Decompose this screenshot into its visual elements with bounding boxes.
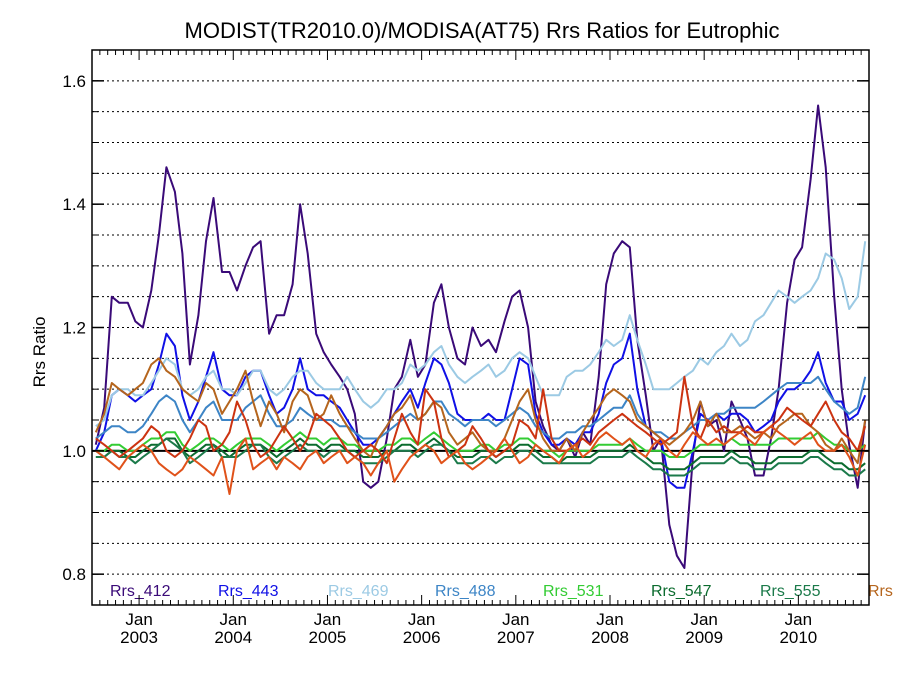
x-tick-label-month: Jan: [125, 610, 152, 629]
x-tick-label-year: 2003: [120, 628, 158, 647]
x-tick-label-year: 2010: [779, 628, 817, 647]
x-tick-label-month: Jan: [785, 610, 812, 629]
legend-item: Rrs_531: [543, 583, 604, 600]
series-line-rrs-748: [95, 425, 867, 495]
chart-title: MODIST(TR2010.0)/MODISA(AT75) Rrs Ratios…: [185, 18, 780, 43]
x-tick-label-year: 2005: [309, 628, 347, 647]
legend-item: Rrs_547: [651, 583, 712, 600]
x-tick-label-month: Jan: [596, 610, 623, 629]
series-line-rrs-555: [95, 437, 866, 477]
y-tick-label: 1.6: [62, 72, 86, 91]
y-tick-label: 1.4: [62, 195, 86, 214]
x-tick-label-year: 2006: [403, 628, 441, 647]
gridlines: [92, 49, 869, 575]
x-tick-label-year: 2007: [497, 628, 535, 647]
series-line-rrs-678: [95, 375, 867, 465]
x-tick-label-month: Jan: [690, 610, 717, 629]
x-tick-label-year: 2008: [591, 628, 629, 647]
plot-frame: [91, 49, 870, 606]
y-tick-label: 0.8: [62, 565, 86, 584]
legend-item: Rrs_412: [110, 583, 171, 600]
y-tick-label: 1.0: [62, 442, 86, 461]
legend-item: Rrs_488: [435, 583, 496, 600]
x-tick-label-month: Jan: [220, 610, 247, 629]
legend-item: Rrs_555: [760, 583, 821, 600]
y-axis-label: Rrs Ratio: [30, 317, 49, 388]
series-line-rrs-547: [95, 437, 866, 471]
x-tick-label-month: Jan: [408, 610, 435, 629]
axes: 0.81.01.21.41.6Jan2003Jan2004Jan2005Jan2…: [62, 49, 870, 647]
legend-item: Rrs_469: [328, 583, 389, 600]
series-line-rrs-469: [95, 241, 867, 428]
series-group: [94, 104, 867, 569]
x-tick-label-month: Jan: [314, 610, 341, 629]
legend-item: Rrs: [868, 583, 893, 600]
series-line-rrs-667: [94, 357, 867, 465]
legend: Rrs_412 Rrs_443 Rrs_469 Rrs_488 Rrs_531 Rrs_5…: [110, 583, 893, 600]
legend-item: Rrs_443: [218, 583, 279, 600]
x-tick-label-year: 2004: [214, 628, 252, 647]
y-tick-label: 1.2: [62, 319, 86, 338]
series-line-rrs-488: [95, 375, 867, 440]
x-tick-label-month: Jan: [502, 610, 529, 629]
x-tick-label-year: 2009: [685, 628, 723, 647]
